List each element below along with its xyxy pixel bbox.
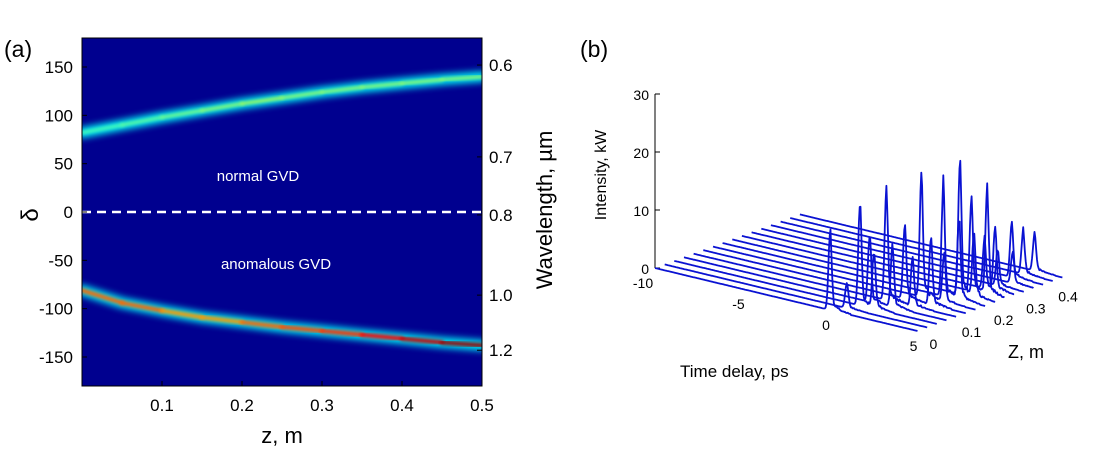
y-axis-label-a: δ	[17, 208, 44, 221]
heat-segment	[360, 332, 404, 341]
axes-ticks-a: 0.1 0.2 0.3 0.4 0.5 150 100 50 0 -50 -100 -150 0.6 0.…	[39, 56, 513, 415]
y-tick-label-b: 0.4	[1058, 288, 1078, 304]
y-tick-label: 0	[64, 203, 73, 222]
x-tick-label-b: 5	[910, 338, 918, 354]
y-tick-label: -150	[39, 348, 73, 367]
heat-branch-lower	[82, 284, 482, 351]
z-tick-label: 20	[633, 145, 649, 161]
heat-segment	[320, 85, 364, 94]
y2-tick-label: 0.6	[489, 56, 513, 75]
waterfall-trace	[780, 220, 1044, 286]
y2-tick-label: 1.2	[489, 341, 513, 360]
y-tick-label: -50	[48, 251, 73, 270]
heat-segment	[200, 102, 244, 112]
waterfall-trace	[674, 205, 938, 325]
heat-segment	[200, 315, 244, 325]
heat-segment	[360, 81, 404, 89]
heat-segment	[240, 96, 284, 106]
heat-segment	[160, 308, 204, 320]
x-axis-label-b: Time delay, ps	[680, 362, 789, 381]
y-tick-label: 150	[45, 58, 73, 77]
y2-tick-label: 1.0	[489, 286, 513, 305]
z-axis-label-b: Intensity, kW	[593, 129, 610, 220]
heat-segment	[280, 325, 324, 333]
waterfall-trace	[712, 171, 976, 311]
y-tick-label-b: 0.2	[994, 312, 1014, 328]
annotation-normal-gvd: normal GVD	[217, 168, 300, 185]
heat-segment	[440, 75, 482, 82]
waterfall-trace	[761, 227, 1024, 293]
heat-segment	[400, 78, 444, 85]
x-tick-label-b: 0	[822, 317, 830, 333]
heat-segment	[240, 320, 284, 329]
heatmap-traces	[82, 71, 482, 351]
heat-segment	[280, 90, 324, 100]
waterfall-trace	[664, 263, 928, 329]
x-tick-label: 0.4	[390, 396, 414, 415]
x-tick-label: 0.2	[230, 396, 254, 415]
panel-a-label: (a)	[4, 36, 32, 62]
z-tick-label: 30	[633, 87, 649, 103]
y2-axis-label-a: Wavelength, µm	[532, 131, 557, 290]
heat-branch-upper	[82, 71, 482, 139]
heat-segment	[120, 115, 164, 127]
heat-segment	[82, 123, 124, 135]
heat-segment	[440, 340, 482, 348]
heat-segment	[82, 288, 124, 305]
annotation-anomalous-gvd: anomalous GVD	[221, 256, 331, 273]
waterfall-traces	[654, 159, 1063, 332]
y-tick-label-b: 0.3	[1026, 300, 1046, 316]
waterfall-trace	[683, 237, 947, 322]
waterfall-trace	[722, 174, 986, 307]
z-tick-label: 10	[633, 203, 649, 219]
x-axis-label-a: z, m	[261, 423, 303, 448]
waterfall-trace	[693, 184, 957, 318]
heat-segment	[160, 109, 204, 119]
heat-segment	[320, 328, 364, 337]
y-tick-label: -100	[39, 300, 73, 319]
x-tick-label: 0.5	[470, 396, 494, 415]
y2-tick-label: 0.8	[489, 206, 513, 225]
y2-tick-label: 0.7	[489, 148, 513, 167]
heat-segment	[120, 300, 164, 313]
y-tick-label-b: 0	[930, 336, 938, 352]
x-tick-label-b: -5	[732, 296, 745, 312]
waterfall-trace	[703, 224, 966, 314]
x-tick-label: 0.3	[310, 396, 334, 415]
heat-segment	[400, 336, 444, 345]
panel-a-heatmap: (a) normal GVD anomalous GVD 0.1 0.2 0.3 0.…	[4, 36, 557, 448]
z-tick-label: 0	[641, 261, 649, 277]
waterfall-trace	[654, 228, 918, 332]
y-tick-label-b: 0.1	[962, 324, 982, 340]
y-axis-label-b: Z, m	[1008, 342, 1044, 362]
y-tick-label: 100	[45, 106, 73, 125]
y-tick-label: 50	[54, 155, 73, 174]
panel-b-label: (b)	[580, 36, 608, 62]
x-tick-label: 0.1	[150, 396, 174, 415]
x-tick-label-b: -10	[633, 275, 653, 291]
